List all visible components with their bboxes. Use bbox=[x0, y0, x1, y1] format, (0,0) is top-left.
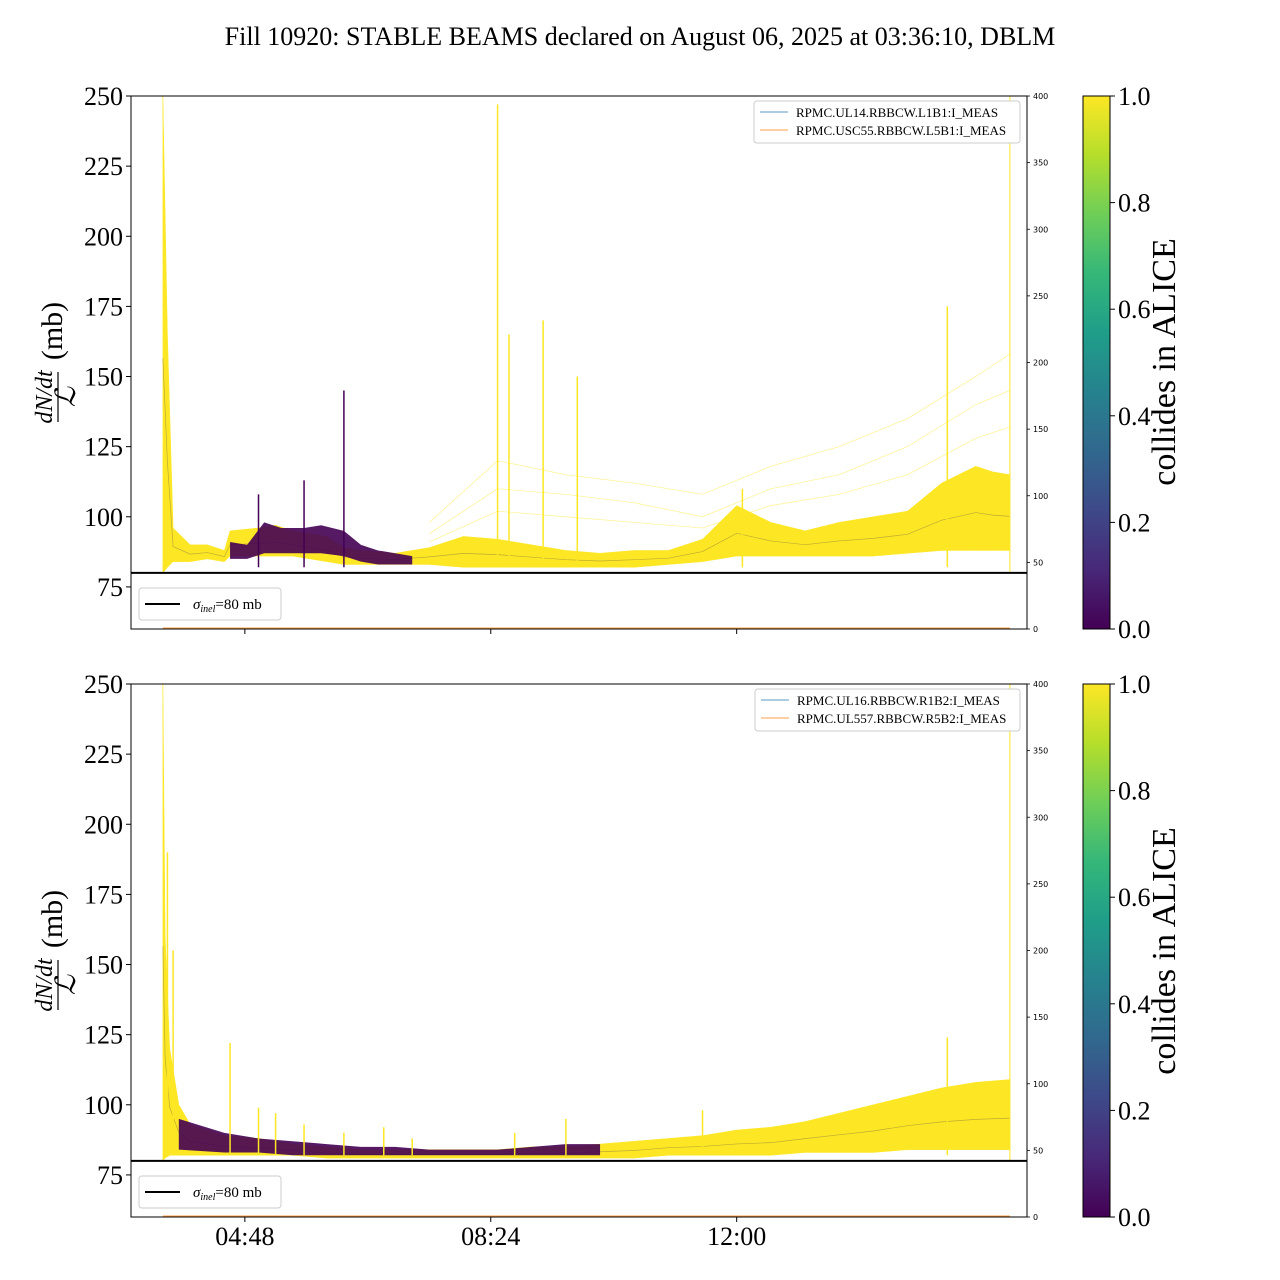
y-tick-label: 150 bbox=[84, 363, 123, 392]
colorbar-tick-label: 0.4 bbox=[1118, 990, 1151, 1019]
right-tick-label: 300 bbox=[1033, 813, 1048, 822]
y-tick-label: 200 bbox=[84, 810, 123, 839]
legend-sigma-inel: σinel=80 mb bbox=[138, 587, 282, 621]
legend-frame bbox=[138, 587, 282, 621]
y-label-denominator: ℒ bbox=[51, 974, 82, 995]
y-tick-label: 100 bbox=[84, 503, 123, 532]
legend-rp-magnets: RPMC.UL14.RBBCW.L1B1:I_MEAS RPMC.USC55.R… bbox=[753, 100, 1021, 144]
y-tick-label: 100 bbox=[84, 1091, 123, 1120]
right-tick-label: 200 bbox=[1033, 947, 1048, 956]
colorbar-tick-label: 0.6 bbox=[1118, 295, 1151, 324]
y-tick-label: 75 bbox=[97, 573, 123, 602]
colorbar-tick-label: 0.8 bbox=[1118, 189, 1151, 218]
right-tick-label: 0 bbox=[1033, 625, 1038, 634]
bottom-panel: dN/dt ℒ (mb) 75 100 125 150 175 200 225 250 0 50 1… bbox=[32, 670, 1183, 1251]
legend-frame bbox=[754, 688, 1021, 732]
colorbar-label: collides in ALICE bbox=[1146, 238, 1183, 485]
colorbar-gradient bbox=[1082, 683, 1111, 1218]
right-tick-label: 50 bbox=[1033, 558, 1043, 567]
y-tick-label: 225 bbox=[84, 152, 123, 181]
right-tick-label: 250 bbox=[1033, 880, 1048, 889]
y-label-numerator: dN/dt bbox=[32, 369, 58, 424]
legend-rp-magnets: RPMC.UL16.RBBCW.R1B2:I_MEAS RPMC.UL557.R… bbox=[754, 688, 1021, 732]
series-envelope-colliding bbox=[162, 96, 1011, 574]
colorbar-tick-label: 1.0 bbox=[1118, 82, 1151, 111]
y-label-unit: (mb) bbox=[36, 302, 69, 360]
y-tick-label: 175 bbox=[84, 880, 123, 909]
faint-series-line bbox=[429, 390, 1011, 534]
y-tick-label: 125 bbox=[84, 433, 123, 462]
legend-frame bbox=[753, 100, 1021, 144]
colorbar-gradient bbox=[1082, 95, 1111, 630]
plot-area bbox=[131, 684, 1027, 1217]
right-tick-label: 150 bbox=[1033, 425, 1048, 434]
colorbar: 0.0 0.2 0.4 0.6 0.8 1.0 bbox=[1082, 82, 1151, 644]
y-tick-label: 150 bbox=[84, 951, 123, 980]
y-label-denominator: ℒ bbox=[51, 386, 82, 407]
x-tick-label: 12:00 bbox=[707, 1222, 766, 1251]
y-axis-label: dN/dt ℒ (mb) bbox=[32, 302, 82, 424]
colorbar-tick-label: 0.2 bbox=[1118, 508, 1151, 537]
legend-entry-reference: σinel=80 mb bbox=[193, 597, 262, 615]
colorbar: 0.0 0.2 0.4 0.6 0.8 1.0 bbox=[1082, 670, 1151, 1232]
right-tick-label: 400 bbox=[1033, 680, 1048, 689]
right-tick-label: 350 bbox=[1033, 747, 1048, 756]
colorbar-tick-label: 0.0 bbox=[1118, 1203, 1151, 1232]
legend-entry-1: RPMC.UL16.RBBCW.R1B2:I_MEAS bbox=[797, 693, 1000, 708]
right-tick-label: 100 bbox=[1033, 1080, 1048, 1089]
y-label-unit: (mb) bbox=[36, 890, 69, 948]
top-panel: dN/dt ℒ (mb) 75 100 125 150 175 200 225 250 0 50 1… bbox=[32, 82, 1183, 644]
y-tick-label: 125 bbox=[84, 1021, 123, 1050]
x-tick-label: 08:24 bbox=[461, 1222, 520, 1251]
colorbar-tick-label: 0.4 bbox=[1118, 402, 1151, 431]
y-tick-label: 75 bbox=[97, 1161, 123, 1190]
figure-title: Fill 10920: STABLE BEAMS declared on Aug… bbox=[225, 22, 1056, 51]
legend-entry-2: RPMC.USC55.RBBCW.L5B1:I_MEAS bbox=[796, 123, 1006, 138]
colorbar-tick-label: 0.2 bbox=[1118, 1096, 1151, 1125]
colorbar-tick-label: 0.6 bbox=[1118, 883, 1151, 912]
series-envelope-non-colliding bbox=[230, 522, 413, 565]
right-tick-label: 300 bbox=[1033, 225, 1048, 234]
colorbar-tick-label: 1.0 bbox=[1118, 670, 1151, 699]
y-tick-label: 175 bbox=[84, 292, 123, 321]
right-tick-label: 250 bbox=[1033, 292, 1048, 301]
right-tick-label: 0 bbox=[1033, 1213, 1038, 1222]
y-label-numerator: dN/dt bbox=[32, 957, 58, 1012]
faint-series-line bbox=[429, 353, 1011, 523]
y-tick-label: 200 bbox=[84, 222, 123, 251]
y-tick-label: 250 bbox=[84, 670, 123, 699]
plot-area bbox=[131, 96, 1027, 629]
series-envelope-non-colliding bbox=[178, 1118, 601, 1156]
legend-sigma-inel: σinel=80 mb bbox=[138, 1175, 282, 1209]
right-tick-label: 350 bbox=[1033, 159, 1048, 168]
series-envelope-colliding bbox=[162, 684, 1011, 1162]
legend-frame bbox=[138, 1175, 282, 1209]
legend-entry-2: RPMC.UL557.RBBCW.R5B2:I_MEAS bbox=[797, 711, 1006, 726]
right-tick-label: 200 bbox=[1033, 359, 1048, 368]
colorbar-tick-label: 0.8 bbox=[1118, 777, 1151, 806]
y-tick-label: 250 bbox=[84, 82, 123, 111]
right-tick-label: 50 bbox=[1033, 1146, 1043, 1155]
colorbar-label: collides in ALICE bbox=[1146, 827, 1183, 1074]
colorbar-tick-label: 0.0 bbox=[1118, 615, 1151, 644]
y-axis-label: dN/dt ℒ (mb) bbox=[32, 890, 82, 1012]
axes: 75 100 125 150 175 200 225 250 0 50 100 150 200 250 30… bbox=[84, 670, 1048, 1251]
x-tick-label: 04:48 bbox=[215, 1222, 274, 1251]
right-tick-label: 150 bbox=[1033, 1013, 1048, 1022]
right-tick-label: 100 bbox=[1033, 492, 1048, 501]
y-tick-label: 225 bbox=[84, 740, 123, 769]
series-median-line bbox=[162, 358, 1010, 562]
axes: 75 100 125 150 175 200 225 250 0 50 100 150 200 250 30… bbox=[84, 82, 1048, 634]
legend-entry-reference: σinel=80 mb bbox=[193, 1185, 262, 1203]
right-tick-label: 400 bbox=[1033, 92, 1048, 101]
legend-entry-1: RPMC.UL14.RBBCW.L1B1:I_MEAS bbox=[796, 105, 998, 120]
